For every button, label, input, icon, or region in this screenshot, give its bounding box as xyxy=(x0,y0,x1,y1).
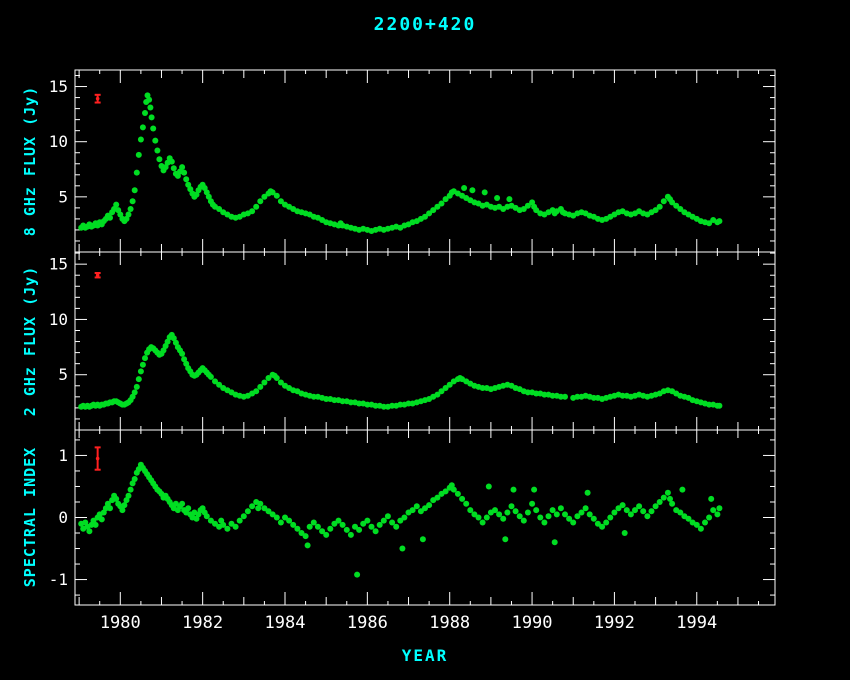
x-tick-label: 1992 xyxy=(594,613,635,633)
y-ticks xyxy=(75,439,775,596)
panel-flux8: 5 10 15 xyxy=(49,69,776,253)
x-ticks xyxy=(78,252,760,430)
y-tick-label: 15 xyxy=(49,77,68,96)
y-ticks xyxy=(75,75,775,242)
x-tick-label: 1990 xyxy=(512,613,553,633)
x-tick-label: 1988 xyxy=(429,613,470,633)
y-ticks xyxy=(75,252,775,420)
panel-alpha: -1 0 1 xyxy=(49,429,776,606)
y-tick-label: 1 xyxy=(58,446,68,465)
error-bar-marker xyxy=(94,272,101,279)
x-tick-label: 1994 xyxy=(676,613,717,633)
x-tick-label: 1980 xyxy=(100,613,141,633)
x-tick-labels: 1980 1982 1984 1986 1988 1990 1992 1994 xyxy=(100,613,717,633)
x-tick-label: 1984 xyxy=(265,613,306,633)
error-bar-marker xyxy=(94,93,101,104)
data-points-alpha xyxy=(78,461,723,578)
y-tick-label: 10 xyxy=(49,132,68,151)
data-points-flux8 xyxy=(78,92,723,234)
y-tick-label: -1 xyxy=(49,570,68,589)
panel-flux2: 5 10 15 xyxy=(49,251,776,431)
x-tick-label: 1986 xyxy=(347,613,388,633)
error-bar-marker xyxy=(94,446,101,471)
chart-title: 2200+420 xyxy=(373,14,477,35)
y-tick-label: 0 xyxy=(58,508,68,527)
y-tick-label: 10 xyxy=(49,310,68,329)
data-points-flux2 xyxy=(78,331,723,410)
y-tick-label: 15 xyxy=(49,255,68,274)
x-ticks xyxy=(78,430,760,605)
x-tick-label: 1982 xyxy=(182,613,223,633)
x-ticks xyxy=(78,70,760,252)
y-tick-label: 5 xyxy=(58,187,68,206)
x-axis-label: YEAR xyxy=(401,646,449,665)
y-tick-label: 5 xyxy=(58,365,68,384)
